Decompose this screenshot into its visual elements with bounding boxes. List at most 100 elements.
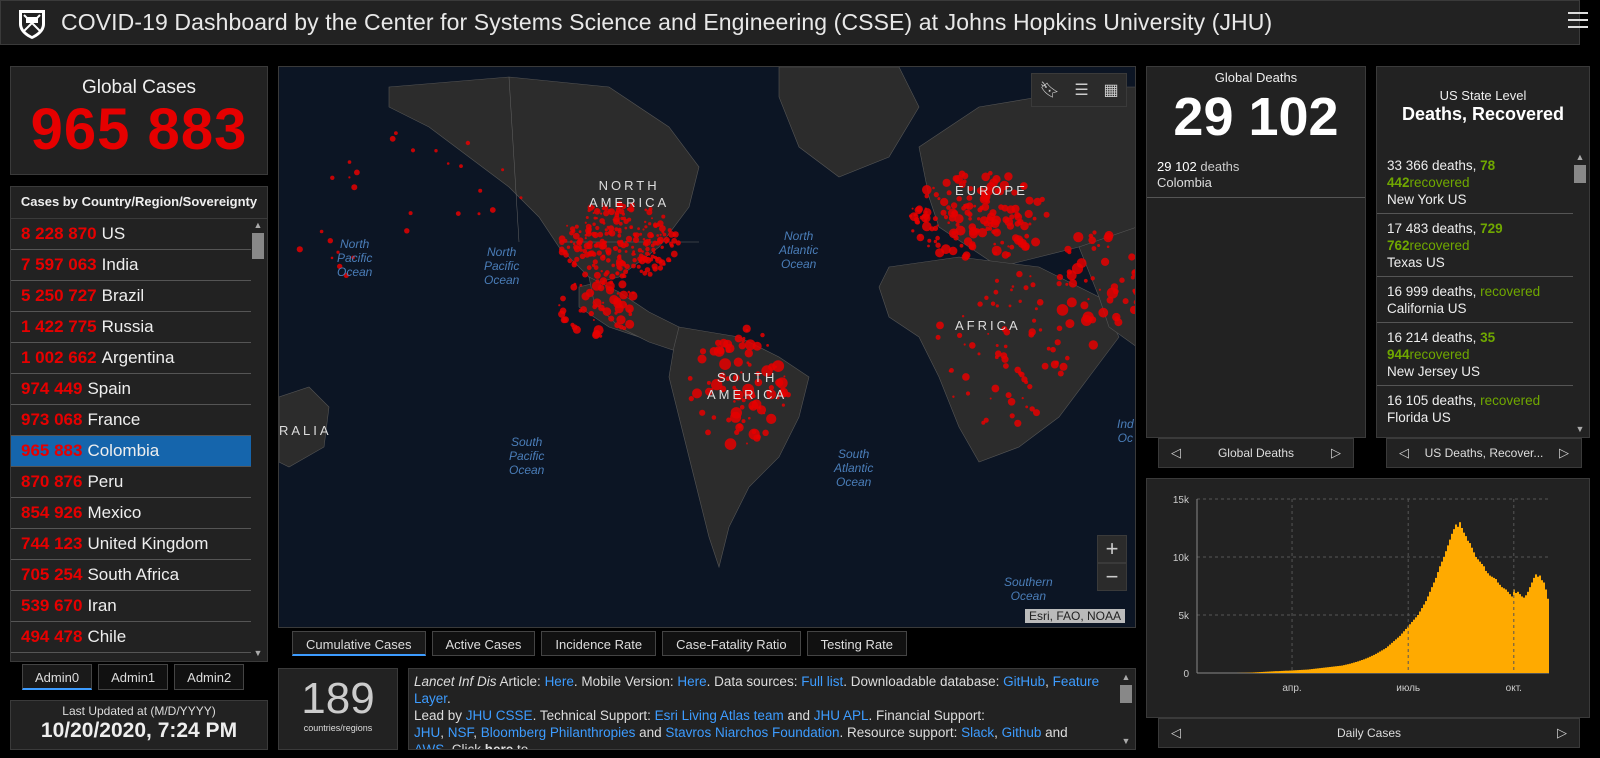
- country-row[interactable]: 870 876 Peru: [11, 467, 251, 498]
- us-state-row[interactable]: 16 214 deaths, 35 944recovered New Jersey…: [1377, 323, 1573, 386]
- tab-map-layer[interactable]: Testing Rate: [806, 631, 907, 656]
- esri-link[interactable]: Esri Living Atlas team: [654, 708, 784, 723]
- scroll-thumb[interactable]: [252, 233, 264, 259]
- article-link[interactable]: Here: [544, 674, 574, 689]
- deaths-row[interactable]: 29 102 deaths Colombia: [1147, 147, 1365, 198]
- case-dot: [651, 247, 656, 252]
- tab-map-layer[interactable]: Active Cases: [431, 631, 536, 656]
- basemap-gallery-icon[interactable]: ▦: [1103, 82, 1119, 99]
- country-row[interactable]: 854 926 Mexico: [11, 498, 251, 529]
- country-case-count: 7 597 063: [21, 255, 97, 274]
- info-text: . Mobile Version:: [573, 674, 678, 689]
- github-link[interactable]: GitHub: [1003, 674, 1046, 689]
- tab-map-layer[interactable]: Incidence Rate: [541, 631, 657, 656]
- us-state-scrollbar[interactable]: ▲ ▼: [1574, 151, 1586, 435]
- info-scrollbar[interactable]: ▲ ▼: [1120, 671, 1132, 747]
- case-dot: [990, 301, 996, 306]
- map-attribution[interactable]: Esri, FAO, NOAA: [1024, 609, 1125, 623]
- country-list-scrollbar[interactable]: ▲ ▼: [252, 219, 264, 659]
- scroll-down-icon[interactable]: ▼: [1575, 424, 1585, 434]
- info-text[interactable]: here: [484, 742, 514, 750]
- tab-admin1[interactable]: Admin1: [98, 664, 169, 690]
- scroll-down-icon[interactable]: ▼: [1121, 736, 1131, 746]
- scroll-up-icon[interactable]: ▲: [1121, 672, 1131, 682]
- chart-bar: [1379, 651, 1381, 673]
- jhu-link[interactable]: JHU: [414, 725, 441, 740]
- tab-admin2[interactable]: Admin2: [174, 664, 245, 690]
- scroll-down-icon[interactable]: ▼: [253, 648, 263, 658]
- case-dot: [935, 248, 945, 258]
- scroll-thumb[interactable]: [1120, 685, 1132, 703]
- case-dot: [948, 246, 958, 256]
- country-row[interactable]: 494 478 Chile: [11, 622, 251, 653]
- tab-map-layer[interactable]: Cumulative Cases: [292, 631, 426, 656]
- case-dot: [631, 245, 635, 249]
- case-dot: [940, 197, 949, 207]
- slack-link[interactable]: Slack: [961, 725, 995, 740]
- case-dot: [625, 319, 635, 329]
- chevron-right-icon[interactable]: ▷: [1557, 725, 1567, 740]
- case-dot: [602, 279, 606, 283]
- chart-bar: [1305, 669, 1307, 673]
- info-text: to ...: [513, 742, 544, 750]
- chevron-left-icon[interactable]: ◁: [1171, 725, 1181, 740]
- stavros-link[interactable]: Stavros Niarchos Foundation: [665, 725, 840, 740]
- country-row[interactable]: 1 002 662 Argentina: [11, 343, 251, 374]
- case-dot: [989, 209, 997, 217]
- country-row[interactable]: 539 670 Iran: [11, 591, 251, 622]
- chart-bar: [1489, 575, 1491, 673]
- jhu-csse-link[interactable]: JHU CSSE: [465, 708, 533, 723]
- github-support-link[interactable]: Github: [1001, 725, 1042, 740]
- scroll-thumb[interactable]: [1574, 165, 1586, 183]
- us-state-row[interactable]: 16 105 deaths, recovered Florida US: [1377, 386, 1573, 431]
- country-row[interactable]: 1 422 775 Russia: [11, 312, 251, 343]
- tab-admin0[interactable]: Admin0: [22, 664, 93, 690]
- chevron-left-icon[interactable]: ◁: [1171, 445, 1181, 460]
- bloomberg-link[interactable]: Bloomberg Philanthropies: [480, 725, 636, 740]
- hamburger-menu-icon[interactable]: [1568, 12, 1588, 30]
- chevron-right-icon[interactable]: ▷: [1331, 445, 1341, 460]
- nsf-link[interactable]: NSF: [447, 725, 474, 740]
- country-row[interactable]: 5 250 727 Brazil: [11, 281, 251, 312]
- chart-bar: [1257, 672, 1259, 673]
- full-list-link[interactable]: Full list: [801, 674, 844, 689]
- scroll-up-icon[interactable]: ▲: [253, 220, 263, 230]
- us-state-row[interactable]: 16 999 deaths, recovered California US: [1377, 277, 1573, 323]
- country-row[interactable]: 973 068 France: [11, 405, 251, 436]
- country-row[interactable]: 974 449 Spain: [11, 374, 251, 405]
- aws-link[interactable]: AWS: [414, 742, 445, 750]
- country-row[interactable]: 8 228 870 US: [11, 219, 251, 250]
- case-dot: [1024, 233, 1030, 239]
- country-row[interactable]: 7 597 063 India: [11, 250, 251, 281]
- case-dot: [602, 307, 612, 316]
- case-dot: [766, 413, 777, 424]
- us-state-row[interactable]: 33 366 deaths, 78 442recovered New York U…: [1377, 151, 1573, 214]
- zoom-out-button[interactable]: −: [1097, 563, 1127, 591]
- country-row[interactable]: 965 883 Colombia: [11, 436, 251, 467]
- case-dot: [983, 417, 989, 423]
- chart-bar: [1291, 670, 1293, 673]
- jhu-apl-link[interactable]: JHU APL: [813, 708, 869, 723]
- legend-list-icon[interactable]: ☰: [1074, 82, 1089, 99]
- us-state-row[interactable]: 17 483 deaths, 729 762recovered Texas US: [1377, 214, 1573, 277]
- case-dot: [1066, 297, 1077, 308]
- case-dot: [1089, 316, 1097, 324]
- chevron-right-icon[interactable]: ▷: [1559, 445, 1569, 460]
- case-density-dots: [296, 131, 1135, 450]
- country-row[interactable]: 705 254 South Africa: [11, 560, 251, 591]
- admin-level-tabs: Admin0 Admin1 Admin2: [22, 664, 245, 690]
- chart-bar: [1317, 668, 1319, 673]
- case-dot: [600, 242, 608, 250]
- world-map[interactable]: North Pacific Ocean North Pacific Ocean Nort…: [278, 66, 1136, 628]
- feature-layer-link[interactable]: Feature Layer: [414, 674, 1100, 706]
- country-row[interactable]: 744 123 United Kingdom: [11, 529, 251, 560]
- bookmark-icon[interactable]: 🔖︎: [1039, 82, 1060, 99]
- case-dot: [772, 360, 785, 372]
- mobile-version-link[interactable]: Here: [677, 674, 707, 689]
- chevron-left-icon[interactable]: ◁: [1399, 445, 1409, 460]
- case-dot: [740, 371, 743, 374]
- case-dot: [908, 214, 913, 218]
- tab-map-layer[interactable]: Case-Fatality Ratio: [662, 631, 801, 656]
- zoom-in-button[interactable]: +: [1097, 535, 1127, 563]
- scroll-up-icon[interactable]: ▲: [1575, 152, 1585, 162]
